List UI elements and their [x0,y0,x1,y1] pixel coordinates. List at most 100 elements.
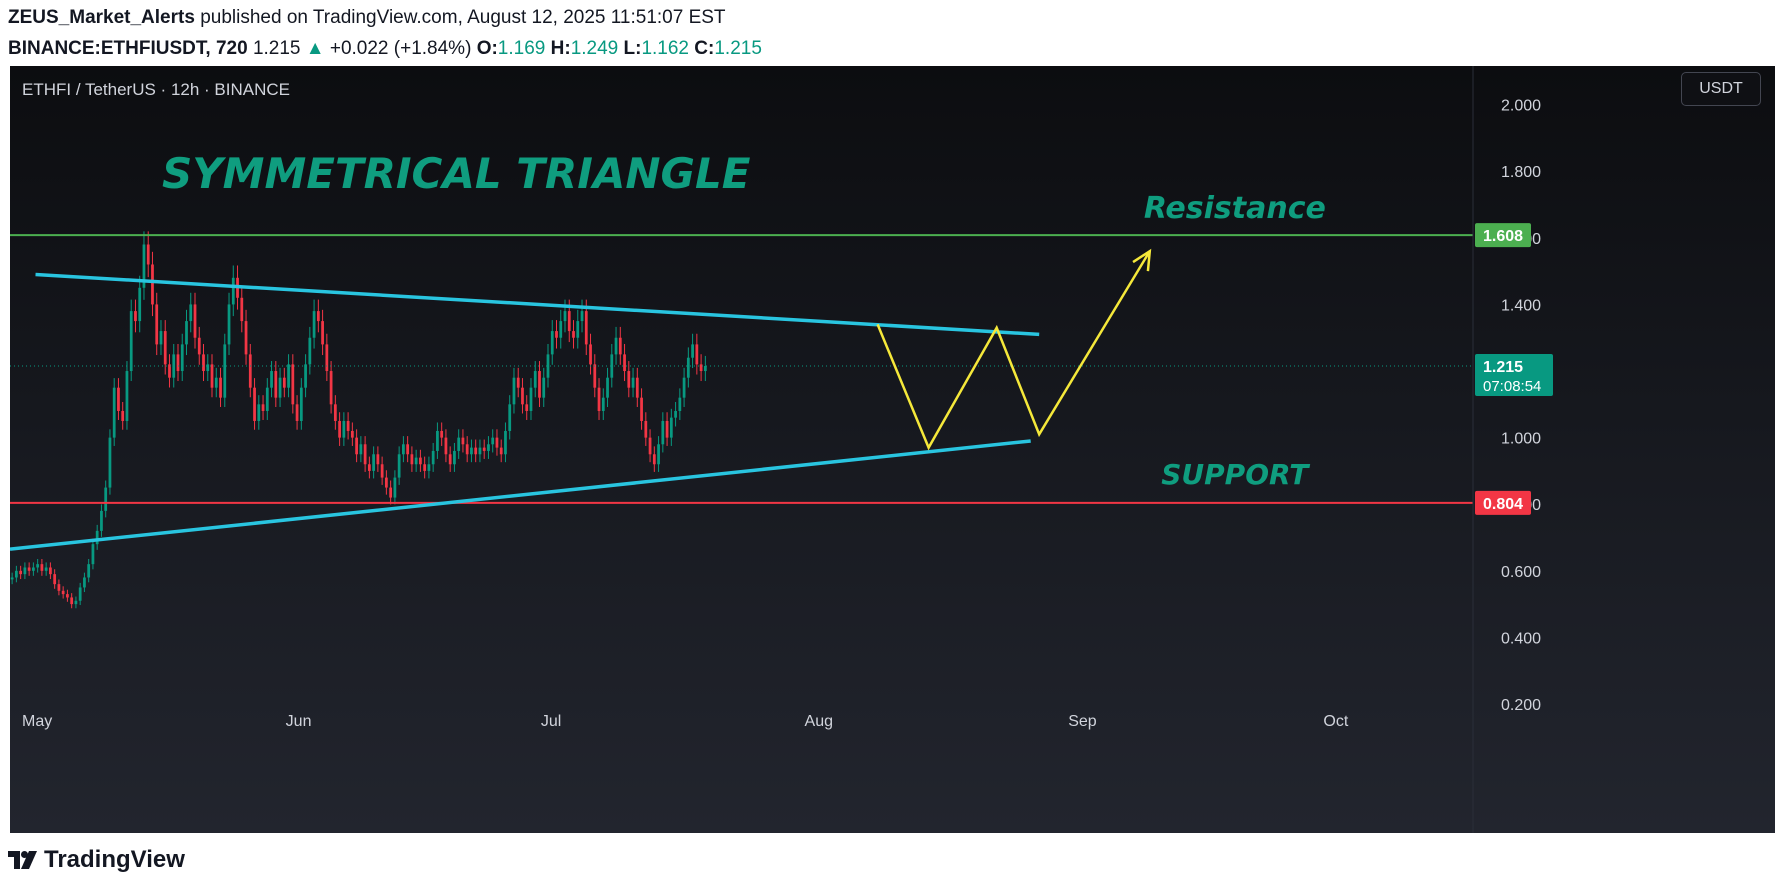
candle-body [359,444,363,455]
candle-body [695,344,699,365]
candle-body [627,371,631,388]
close-value: 1.215 [714,38,762,59]
candle-body [389,487,393,498]
candle-body [525,404,529,411]
candle-body [589,344,592,365]
candle-body [601,397,605,411]
candle-body [244,321,248,355]
candle-body [644,420,648,438]
candle-body [576,321,580,338]
candle-body [657,444,660,465]
candle-body [57,584,61,591]
candle-body [202,354,205,372]
candle-body [168,364,171,378]
y-tick-label: 1.800 [1501,164,1541,181]
candle-body [176,354,180,372]
candle-body [287,364,290,388]
price-change: +0.022 (+1.84%) [329,38,472,59]
candle-body [631,377,635,388]
bar-countdown: 07:08:54 [1483,378,1541,395]
candle-body [444,437,448,455]
price-chart[interactable]: 0.2000.4000.6000.8001.0001.2001.4001.600… [10,66,1775,833]
candle-body [95,530,99,545]
candle-body [91,544,95,565]
candle-body [36,564,40,568]
upper-triangle-line [35,272,1040,337]
candle-body [23,567,27,575]
candle-body [516,377,520,388]
candle-body [206,364,210,372]
candle-body [308,337,312,365]
candle-body [453,450,456,465]
drawings-layer [10,234,1473,551]
candle-body [440,430,444,438]
last-price: 1.215 [252,38,301,59]
candle-body [512,377,516,405]
candle-body [546,354,550,378]
candle-body [142,244,146,288]
candle-body [669,417,673,438]
candle-body [478,447,482,455]
annotations-layer: SYMMETRICAL TRIANGLE Resistance SUPPORT [162,149,1326,491]
candle-body [499,447,503,455]
chart-panel[interactable]: 0.2000.4000.6000.8001.0001.2001.4001.600… [10,66,1775,833]
candle-body [393,477,397,498]
author-name[interactable]: ZEUS_Market_Alerts [8,7,195,28]
candle-body [542,377,546,398]
candle-body [385,477,388,488]
x-tick-label: Jun [286,713,312,730]
candle-body [129,311,133,372]
candle-body [49,567,52,575]
candle-body [333,404,337,421]
x-tick-label: Oct [1323,713,1348,730]
candle-body [614,337,618,355]
candle-body [40,564,44,571]
candle-body [329,371,333,405]
currency-button[interactable]: USDT [1681,72,1761,106]
candle-body [372,454,376,471]
lower-triangle-line [10,439,1031,551]
candle-body [325,344,329,372]
candle-body [487,444,490,451]
candle-body [538,371,541,398]
candle-body [108,437,112,488]
candle-body [406,444,410,455]
candle-body [474,447,478,455]
support-price-label: 0.804 [1483,496,1523,513]
candle-body [248,354,252,388]
candle-body [703,366,707,372]
candle-body [470,447,473,455]
current-price-label: 1.215 [1483,359,1523,376]
candle-body [316,311,320,322]
candle-body [197,337,201,355]
high-value: 1.249 [570,38,619,59]
candle-body [521,387,524,405]
x-tick-label: Aug [805,713,833,730]
candle-body [691,344,694,358]
up-triangle-icon: ▲ [305,38,325,59]
projection-arrowhead [1132,248,1152,272]
candle-body [70,597,74,605]
ohlc-info: BINANCE:ETHFIUSDT, 720 1.215 ▲ +0.022 (+… [8,37,762,61]
candle-body [278,377,282,398]
candle-body [261,404,265,411]
candle-body [555,331,558,338]
low-value: 1.162 [641,38,689,59]
candle-body [380,464,384,478]
candle-body [227,304,231,345]
candle-body [338,420,341,438]
candle-body [682,377,686,398]
y-tick-label: 0.600 [1501,564,1541,581]
candle-body [427,464,431,471]
candle-body [274,371,278,398]
candle-body [146,244,150,265]
tradingview-footer[interactable]: TradingView [8,846,185,874]
x-tick-label: Sep [1068,713,1097,730]
candle-body [402,444,405,455]
candle-body [295,404,299,421]
candle-body [640,397,643,421]
candle-body [189,304,193,322]
candle-body [104,487,108,511]
candle-body [134,311,137,322]
candle-body [159,331,163,345]
